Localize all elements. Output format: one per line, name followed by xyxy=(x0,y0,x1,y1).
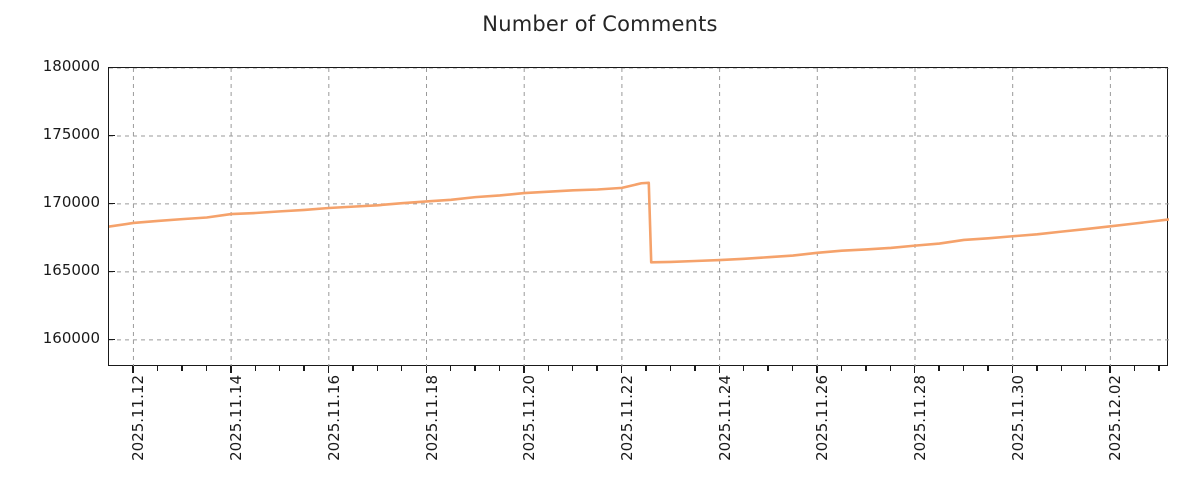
x-tick-mark-minor xyxy=(376,366,379,371)
x-tick-mark-minor xyxy=(962,366,965,371)
x-tick-mark xyxy=(230,366,232,373)
x-tick-mark xyxy=(913,366,916,373)
x-tick-label: 2025.11.28 xyxy=(910,375,929,461)
x-tick-mark-minor xyxy=(547,366,550,371)
x-tick-mark-minor xyxy=(987,366,989,371)
x-tick-mark xyxy=(620,366,623,373)
y-tick-label: 160000 xyxy=(42,328,100,347)
data-series-line xyxy=(109,181,1169,264)
x-tick-label: 2025.12.02 xyxy=(1106,375,1125,461)
x-tick-mark-minor xyxy=(572,366,574,371)
x-tick-mark-minor xyxy=(1036,366,1038,371)
x-tick-mark-minor xyxy=(1060,366,1062,371)
grid-lines xyxy=(109,68,1169,367)
x-tick-mark xyxy=(1109,366,1111,373)
y-tick-mark xyxy=(108,270,115,273)
y-tick-mark xyxy=(108,134,115,137)
x-tick-label: 2025.11.30 xyxy=(1008,375,1027,461)
x-tick-label: 2025.11.18 xyxy=(422,375,441,461)
x-tick-mark-minor xyxy=(767,366,769,371)
x-tick-mark xyxy=(132,366,134,373)
x-tick-mark-minor xyxy=(474,366,476,371)
x-tick-mark-minor xyxy=(743,366,745,371)
x-tick-mark-minor xyxy=(278,366,281,371)
x-tick-label: 2025.11.14 xyxy=(227,375,246,461)
x-tick-mark-minor xyxy=(449,366,452,371)
x-tick-mark-minor xyxy=(889,366,891,371)
y-axis-tick-labels: 180000 175000 170000 165000 160000 xyxy=(28,0,100,500)
y-tick-label: 170000 xyxy=(42,192,100,211)
x-tick-label: 2025.11.20 xyxy=(520,375,539,461)
x-tick-mark xyxy=(425,366,427,373)
x-tick-mark xyxy=(327,366,330,373)
x-tick-mark-minor xyxy=(498,366,501,371)
x-tick-mark-minor xyxy=(401,366,403,371)
x-tick-label: 2025.11.16 xyxy=(324,375,343,461)
chart-title: Number of Comments xyxy=(482,12,718,36)
x-tick-label: 2025.11.26 xyxy=(813,375,832,461)
x-tick-mark-minor xyxy=(1084,366,1087,371)
y-tick-mark xyxy=(108,202,115,205)
x-tick-label: 2025.11.22 xyxy=(617,375,636,461)
x-tick-mark xyxy=(523,366,525,373)
x-tick-label: 2025.11.24 xyxy=(715,375,734,461)
x-tick-mark-minor xyxy=(205,366,208,371)
x-tick-mark-minor xyxy=(156,366,159,371)
x-tick-mark-minor xyxy=(352,366,354,371)
x-tick-mark-minor xyxy=(669,366,672,371)
x-tick-mark-minor xyxy=(645,366,647,371)
x-tick-mark xyxy=(718,366,720,373)
x-tick-mark-minor xyxy=(694,366,696,371)
x-tick-mark-minor xyxy=(865,366,867,371)
x-tick-mark-minor xyxy=(1133,366,1136,371)
x-tick-mark-minor xyxy=(1158,366,1160,371)
x-tick-mark-minor xyxy=(791,366,794,371)
y-tick-mark xyxy=(108,67,115,69)
y-tick-label: 180000 xyxy=(42,57,100,75)
x-tick-mark-minor xyxy=(181,366,183,371)
series-polyline xyxy=(109,181,1169,264)
y-tick-label: 175000 xyxy=(42,124,100,143)
x-tick-mark-minor xyxy=(303,366,305,371)
x-tick-mark-minor xyxy=(840,366,843,371)
x-tick-mark xyxy=(1011,366,1014,373)
y-tick-mark xyxy=(108,338,115,341)
y-tick-label: 165000 xyxy=(42,260,100,279)
x-tick-mark-minor xyxy=(254,366,256,371)
plot-area xyxy=(108,67,1169,367)
x-tick-mark-minor xyxy=(596,366,598,371)
x-tick-mark-minor xyxy=(938,366,940,371)
x-tick-mark xyxy=(816,366,818,373)
x-tick-label: 2025.11.12 xyxy=(129,375,148,461)
